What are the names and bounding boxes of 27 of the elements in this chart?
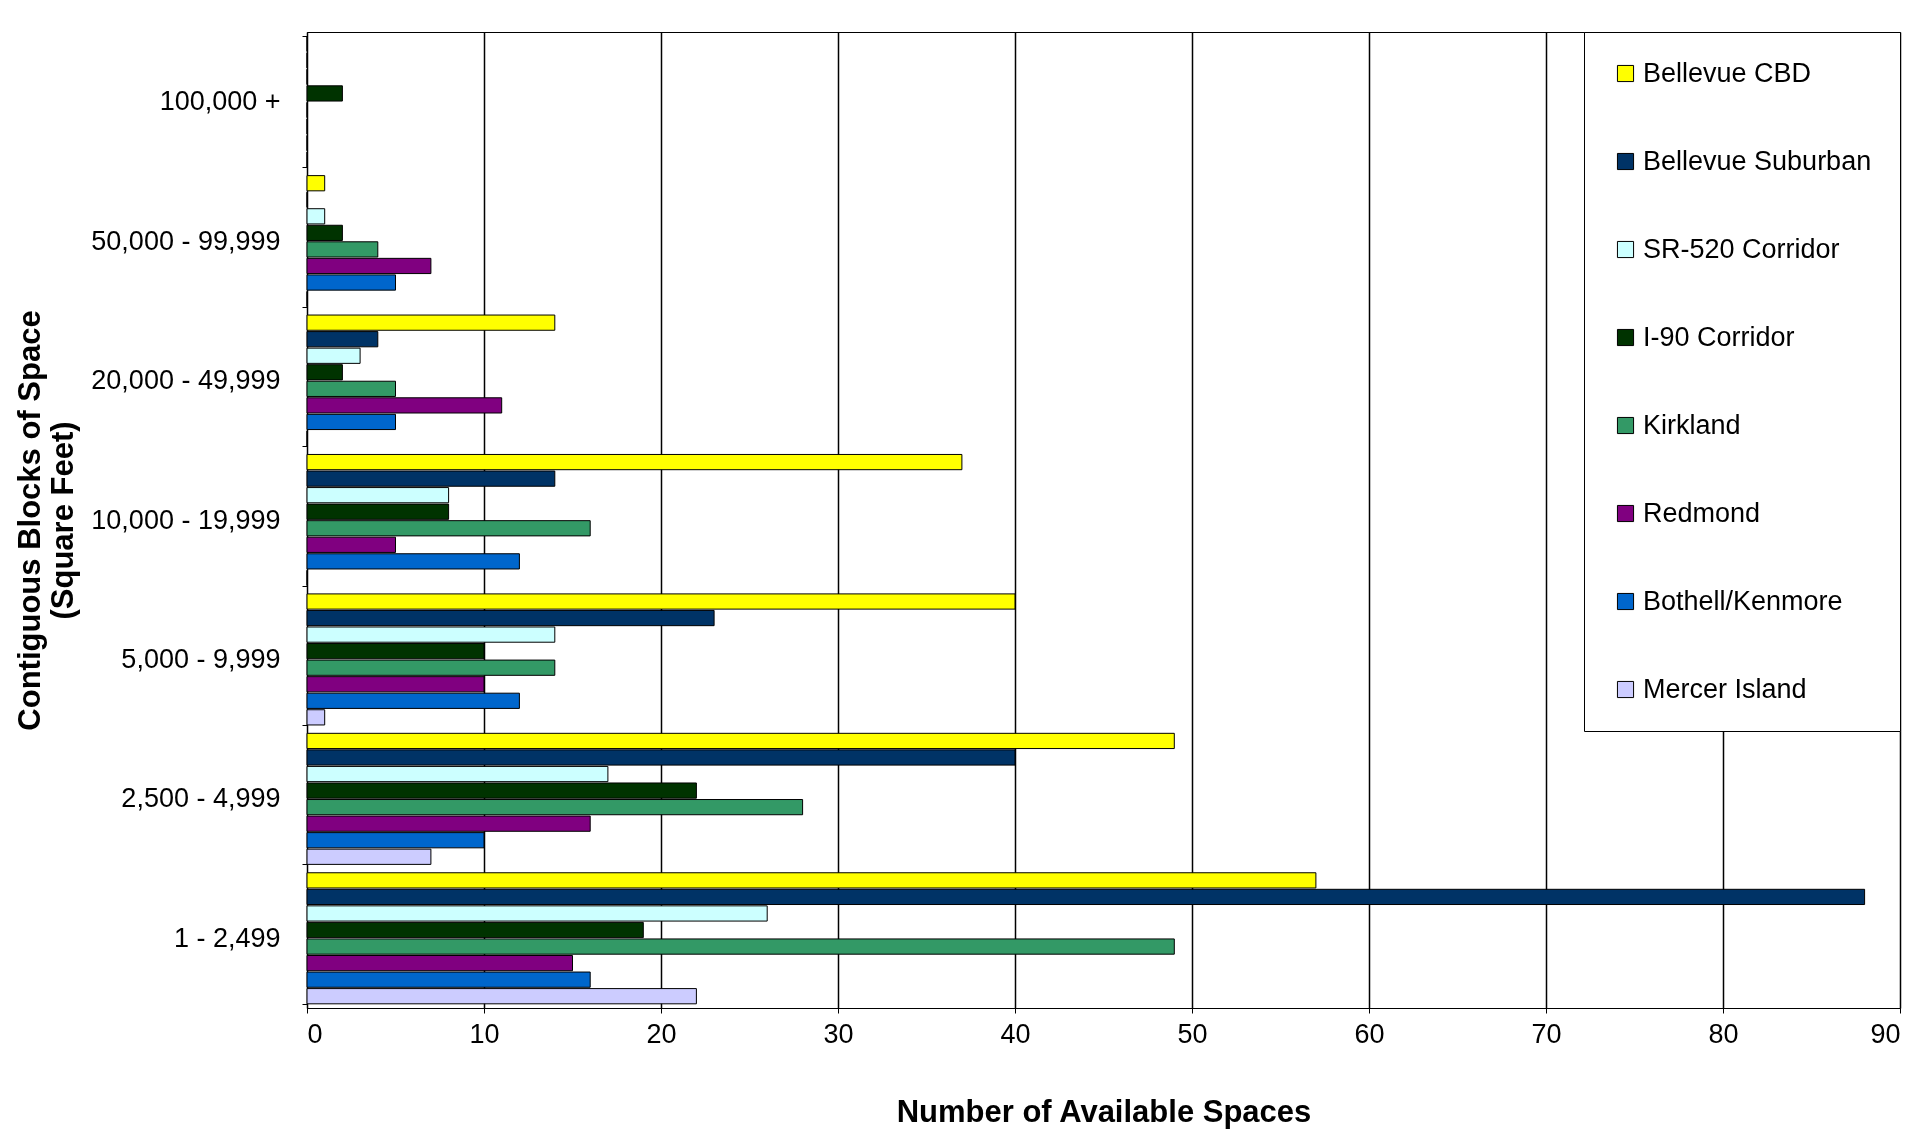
x-tick-label: 60 xyxy=(1354,1018,1385,1049)
x-tick-label: 40 xyxy=(1000,1018,1031,1049)
legend-label: SR-520 Corridor xyxy=(1643,233,1840,264)
x-tick-label: 70 xyxy=(1531,1018,1562,1049)
legend-label: Kirkland xyxy=(1643,409,1741,440)
legend-label: Redmond xyxy=(1643,497,1761,528)
y-tick-label: 5,000 - 9,999 xyxy=(121,643,281,674)
legend-label: Mercer Island xyxy=(1643,673,1807,704)
y-tick-label: 20,000 - 49,999 xyxy=(91,365,281,396)
legend-label: Bellevue Suburban xyxy=(1643,145,1872,176)
legend-label: Bothell/Kenmore xyxy=(1643,585,1843,616)
x-tick-label: 10 xyxy=(469,1018,500,1049)
x-axis-title: Number of Available Spaces xyxy=(896,1093,1312,1129)
x-tick-label: 80 xyxy=(1708,1018,1739,1049)
x-tick-label: 30 xyxy=(823,1018,854,1049)
y-tick-label: 100,000 + xyxy=(159,86,281,117)
y-tick-label: 10,000 - 19,999 xyxy=(91,504,281,535)
y-tick-label: 50,000 - 99,999 xyxy=(91,225,281,256)
x-tick-label: 50 xyxy=(1177,1018,1208,1049)
y-tick-label: 1 - 2,499 xyxy=(173,922,281,953)
legend-label: Bellevue CBD xyxy=(1643,57,1812,88)
y-tick-label: 2,500 - 4,999 xyxy=(121,783,281,814)
legend-label: I-90 Corridor xyxy=(1643,321,1795,352)
x-tick-label: 90 xyxy=(1870,1018,1901,1049)
x-tick-label: 0 xyxy=(307,1018,323,1049)
y-axis-title: Contiguous Blocks of Space (Square Feet) xyxy=(11,310,80,731)
x-tick-label: 20 xyxy=(646,1018,677,1049)
